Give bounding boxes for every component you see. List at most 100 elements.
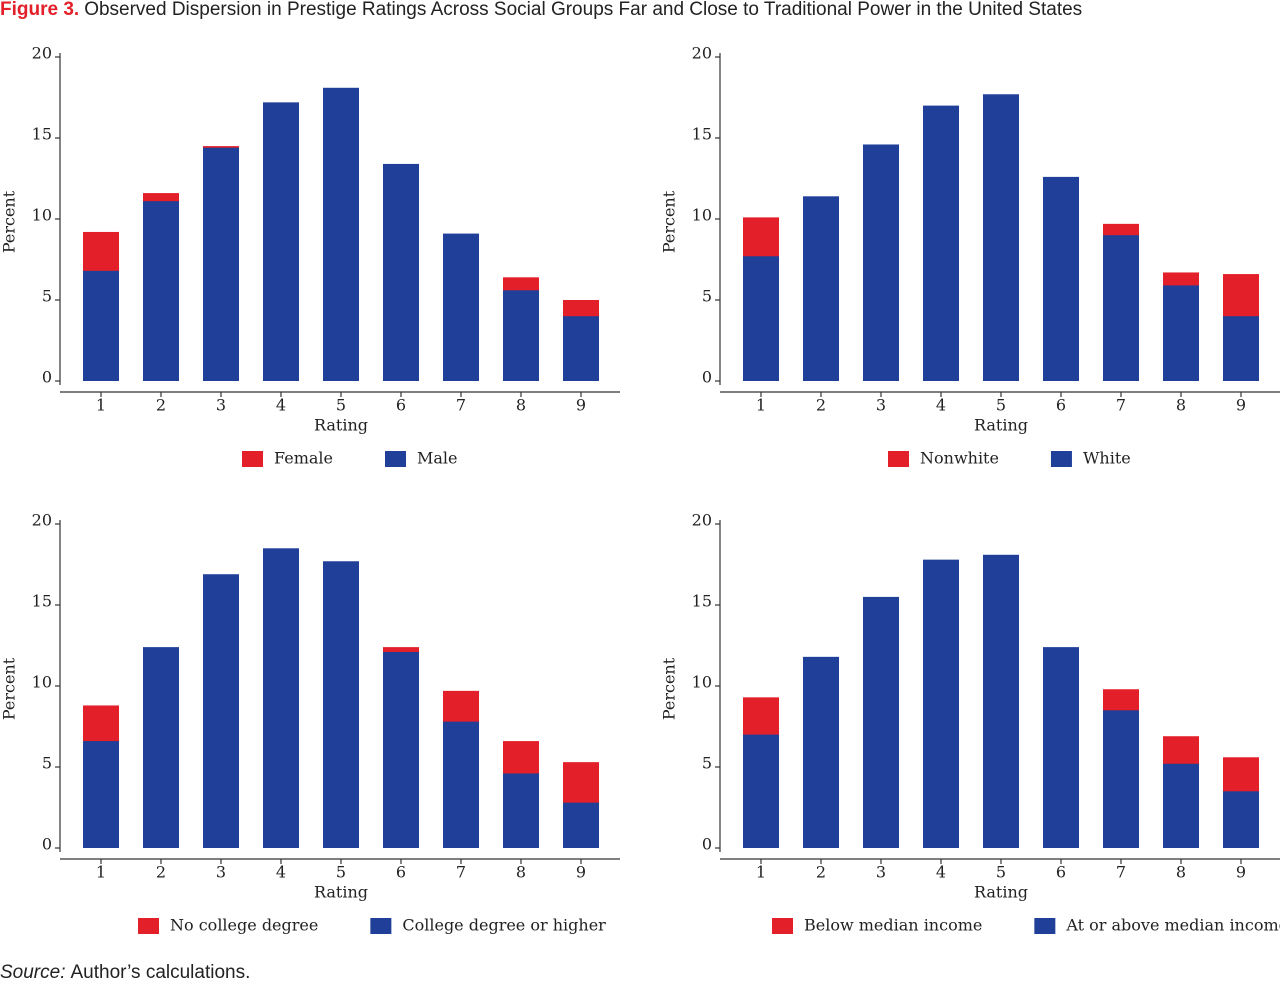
y-axis-label: Percent <box>0 190 19 253</box>
x-tick-label: 3 <box>876 396 886 415</box>
source: Author’s calculations. <box>70 962 250 981</box>
y-tick-label: 20 <box>32 44 52 63</box>
x-axis-label: Rating <box>314 883 368 902</box>
x-tick-label: 8 <box>1176 863 1186 882</box>
legend-label: White <box>1083 449 1131 468</box>
x-tick-label: 5 <box>336 396 346 415</box>
bar <box>1103 235 1139 381</box>
x-tick-label: 4 <box>936 396 946 415</box>
x-tick-label: 1 <box>756 396 766 415</box>
figure-title: Figure 3. Observed Dispersion in Prestige… <box>0 0 1082 20</box>
y-axis-label: Percent <box>660 657 679 720</box>
bar <box>1043 176 1079 381</box>
x-tick-label: 1 <box>96 396 106 415</box>
legend-swatch <box>385 451 406 467</box>
legend-label: At or above median income <box>1065 916 1280 935</box>
bar <box>203 574 239 848</box>
legend-label: Below median income <box>804 916 982 935</box>
title: Observed Dispersion in Prestige Ratings … <box>84 0 1082 20</box>
x-tick-label: 8 <box>516 396 526 415</box>
y-tick-label: 10 <box>692 673 712 692</box>
bar <box>743 256 779 381</box>
bar <box>923 105 959 381</box>
bar <box>143 201 179 381</box>
legend-swatch <box>772 918 793 934</box>
y-tick-label: 15 <box>692 592 712 611</box>
legend-label: College degree or higher <box>402 916 606 935</box>
y-axis-label: Percent <box>0 657 19 720</box>
y-tick-label: 20 <box>32 511 52 530</box>
bar <box>203 147 239 381</box>
y-tick-label: 5 <box>702 754 712 773</box>
x-tick-label: 3 <box>216 863 226 882</box>
legend-swatch <box>1050 451 1072 467</box>
bar <box>383 651 419 848</box>
x-tick-label: 6 <box>396 396 406 415</box>
bar <box>383 163 419 381</box>
legend-label: Female <box>274 449 333 468</box>
y-axis-label: Percent <box>660 190 679 253</box>
y-tick-label: 20 <box>692 44 712 63</box>
bar <box>1103 710 1139 848</box>
source-label: Source: <box>0 962 65 981</box>
bar <box>443 233 479 381</box>
x-tick-label: 9 <box>1236 396 1246 415</box>
x-tick-label: 9 <box>576 863 586 882</box>
y-tick-label: 15 <box>32 125 52 144</box>
y-tick-label: 10 <box>32 673 52 692</box>
bar <box>143 647 179 848</box>
bar <box>803 196 839 381</box>
bar <box>983 94 1019 381</box>
bar <box>1163 763 1199 848</box>
bar <box>1223 316 1259 381</box>
x-axis-label: Rating <box>314 416 368 435</box>
bar <box>263 548 299 848</box>
bar <box>503 773 539 848</box>
figure-label: Figure 3. <box>0 0 79 20</box>
x-tick-label: 2 <box>816 396 826 415</box>
x-axis-label: Rating <box>974 883 1028 902</box>
x-tick-label: 5 <box>996 863 1006 882</box>
source-note: Source: Author’s calculations. <box>0 962 250 981</box>
x-tick-label: 6 <box>1056 863 1066 882</box>
bar <box>1223 791 1259 848</box>
y-tick-label: 5 <box>702 287 712 306</box>
y-tick-label: 0 <box>702 835 712 854</box>
bar <box>563 316 599 381</box>
y-tick-label: 10 <box>692 206 712 225</box>
bar <box>803 656 839 848</box>
bar <box>443 721 479 848</box>
x-tick-label: 8 <box>516 863 526 882</box>
x-axis-label: Rating <box>974 416 1028 435</box>
y-tick-label: 5 <box>42 754 52 773</box>
bar <box>563 802 599 848</box>
legend-swatch <box>370 918 392 934</box>
bar <box>923 559 959 848</box>
x-tick-label: 2 <box>156 396 166 415</box>
bar <box>863 596 899 848</box>
x-tick-label: 1 <box>96 863 106 882</box>
x-tick-label: 5 <box>336 863 346 882</box>
x-tick-label: 3 <box>216 396 226 415</box>
legend-swatch <box>1034 918 1056 934</box>
bar <box>863 144 899 381</box>
bar <box>323 87 359 381</box>
bar <box>983 554 1019 848</box>
bar <box>83 270 119 381</box>
legend-label: Male <box>417 449 458 468</box>
x-tick-label: 4 <box>276 396 286 415</box>
x-tick-label: 9 <box>1236 863 1246 882</box>
x-tick-label: 7 <box>456 863 466 882</box>
legend-swatch <box>888 451 909 467</box>
x-tick-label: 3 <box>876 863 886 882</box>
bar <box>323 561 359 848</box>
y-tick-label: 0 <box>42 835 52 854</box>
bar <box>263 102 299 382</box>
legend-label: No college degree <box>170 916 318 935</box>
bar <box>1163 285 1199 381</box>
y-tick-label: 20 <box>692 511 712 530</box>
x-tick-label: 2 <box>816 863 826 882</box>
bar <box>1043 647 1079 848</box>
legend-label: Nonwhite <box>920 449 999 468</box>
